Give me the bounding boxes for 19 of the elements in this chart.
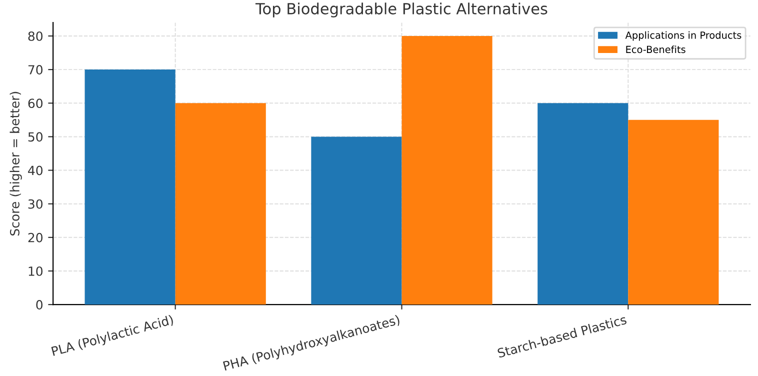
y-tick-label: 80 — [28, 31, 43, 41]
y-tick-label: 30 — [28, 199, 43, 209]
chart-title: Top Biodegradable Plastic Alternatives — [255, 2, 548, 18]
bar — [84, 70, 176, 305]
y-tick-label: 20 — [28, 232, 43, 242]
y-tick-label: 60 — [28, 98, 43, 108]
y-tick-label: 70 — [28, 65, 43, 74]
y-tick-label: 10 — [28, 266, 43, 276]
y-tick-label: 40 — [28, 166, 43, 176]
bar — [538, 103, 628, 305]
y-tick-label: 0 — [36, 300, 43, 310]
y-tick-label: 50 — [28, 132, 43, 142]
bar — [311, 136, 402, 305]
legend-label: Applications in Products — [625, 31, 742, 41]
legend-label: Eco-Benefits — [626, 46, 686, 54]
bar — [402, 36, 492, 305]
bar — [175, 103, 266, 305]
y-axis-title: Score (higher = better) — [10, 92, 22, 236]
bar — [628, 120, 719, 305]
